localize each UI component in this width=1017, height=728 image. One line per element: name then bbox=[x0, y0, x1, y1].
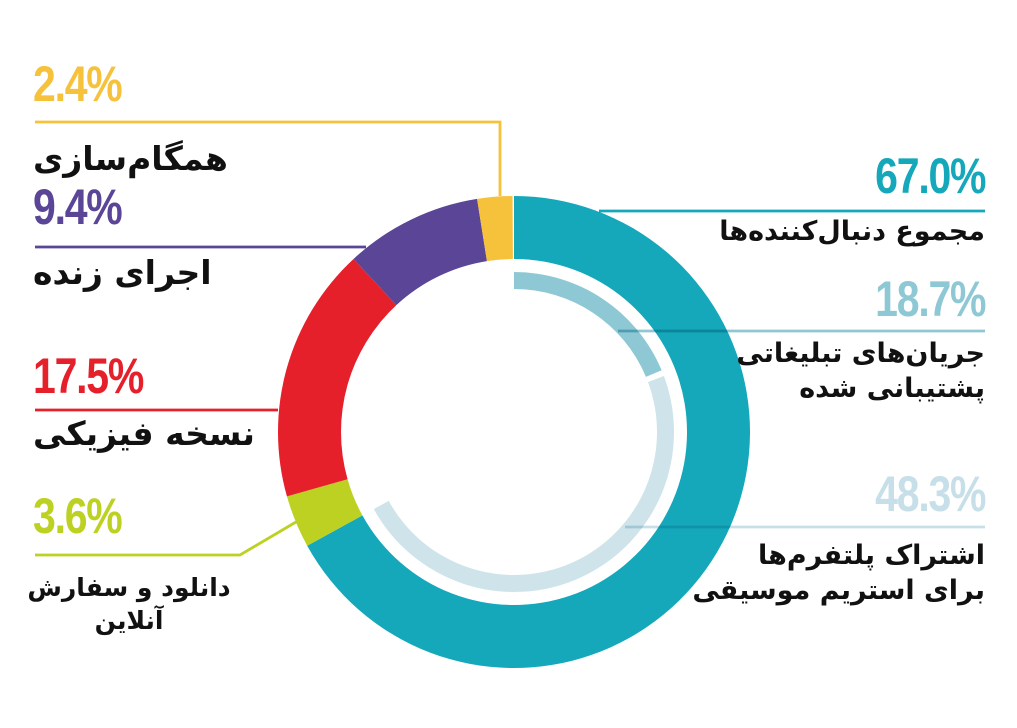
callout-subscription-label-line1: اشتراک پلتفرم‌ها bbox=[758, 540, 985, 571]
callout-adsupported: 18.7% bbox=[851, 271, 986, 327]
donut-segment-physical bbox=[277, 258, 397, 497]
callout-subscription-label-line2: برای استریم موسیقی bbox=[692, 575, 985, 607]
callout-subscription-label: اشتراک پلتفرم‌ها برای استریم موسیقی bbox=[692, 538, 985, 608]
callout-download: 3.6% bbox=[33, 491, 141, 541]
leader-line-sync bbox=[35, 120, 502, 196]
callout-live-value: 9.4% bbox=[33, 179, 123, 235]
callout-download-label-line1: دانلود و سفارش bbox=[27, 573, 231, 602]
callout-download-label-line2: آنلاین bbox=[94, 605, 164, 635]
callout-adsupported-label-line2: پشتیبانی شده bbox=[799, 373, 985, 405]
callout-sync-value: 2.4% bbox=[33, 56, 123, 112]
callout-sync-label: همگام‌سازی bbox=[33, 139, 228, 178]
callout-subscription-value: 48.3% bbox=[874, 466, 986, 522]
donut-subsegment-subscription bbox=[373, 376, 675, 593]
callout-live-label: اجرای زنده bbox=[33, 253, 212, 292]
callout-streaming: 67.0% bbox=[851, 148, 986, 204]
callout-download-value: 3.6% bbox=[33, 488, 123, 544]
callout-physical: 17.5% bbox=[33, 351, 167, 401]
callout-sync: 2.4% bbox=[33, 59, 141, 109]
callout-physical-label: نسخه فیزیکی bbox=[33, 414, 255, 453]
callout-adsupported-label: جریان‌های تبلیغاتی پشتیبانی شده bbox=[736, 336, 985, 406]
donut-segment-download bbox=[286, 479, 363, 546]
callout-physical-value: 17.5% bbox=[33, 348, 144, 404]
callout-adsupported-label-line1: جریان‌های تبلیغاتی bbox=[736, 338, 985, 369]
callout-live: 9.4% bbox=[33, 182, 141, 232]
donut-segment-sync bbox=[477, 196, 513, 262]
callout-streaming-value: 67.0% bbox=[874, 148, 986, 204]
callout-adsupported-value: 18.7% bbox=[874, 271, 986, 327]
leader-line-download bbox=[35, 520, 297, 557]
callout-subscription: 48.3% bbox=[851, 466, 986, 522]
donut-subsegment-adsupported bbox=[514, 272, 662, 377]
callout-download-label: دانلود و سفارش آنلاین bbox=[23, 572, 235, 637]
donut-segment-live bbox=[353, 198, 487, 306]
callout-streaming-label: مجموع دنبال‌کننده‌ها bbox=[719, 216, 985, 247]
